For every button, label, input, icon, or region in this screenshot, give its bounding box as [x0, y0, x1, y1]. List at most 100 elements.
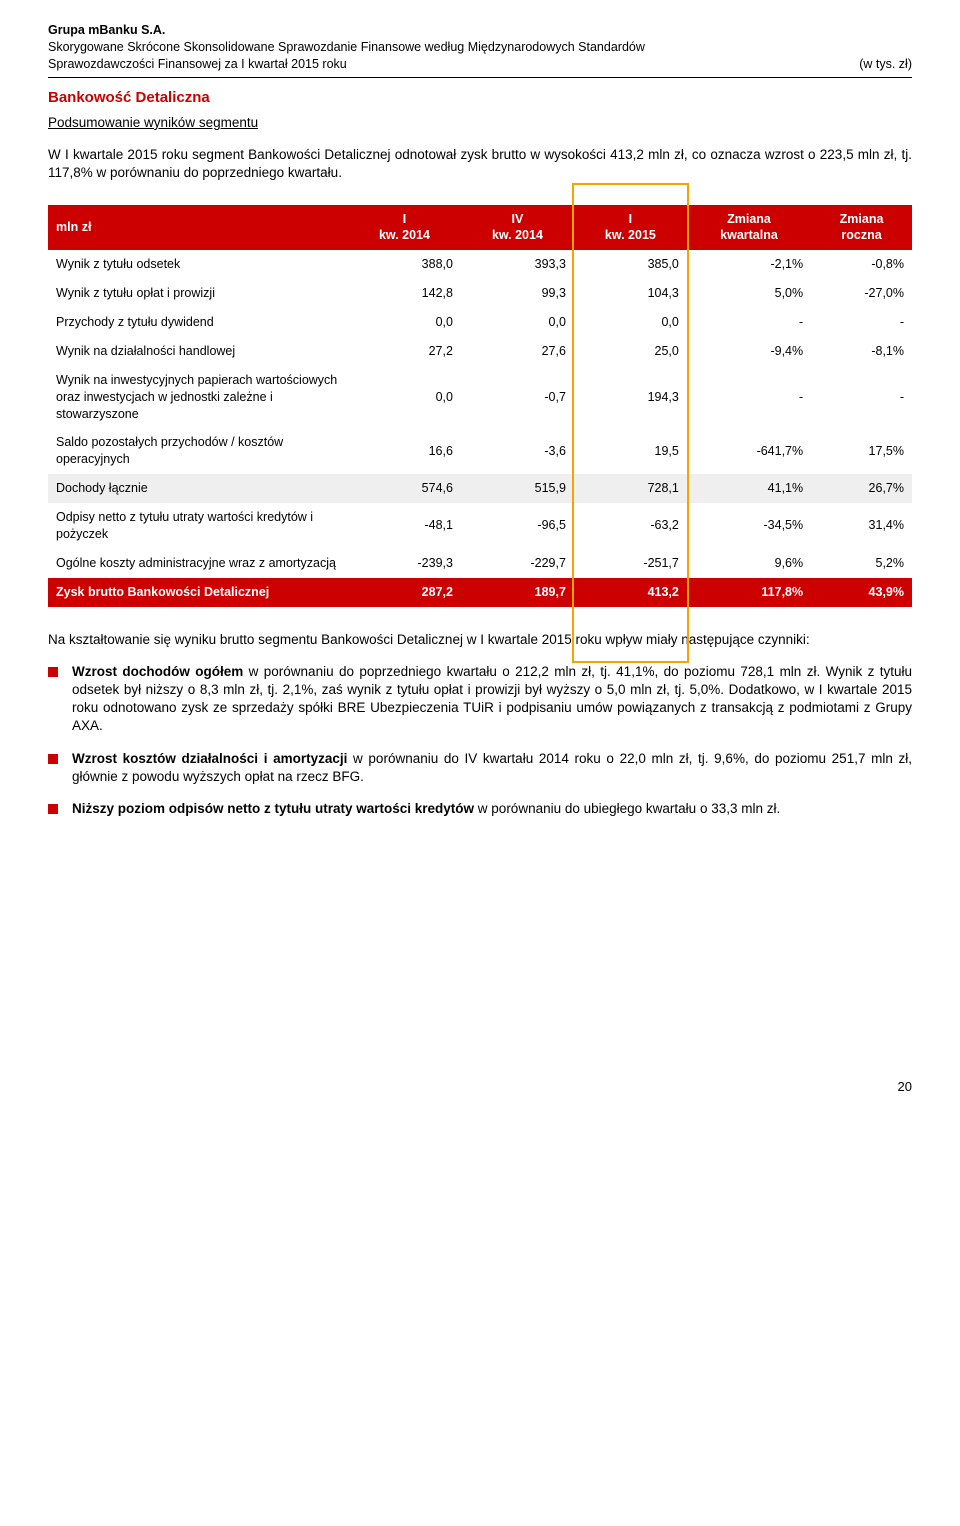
company-name: Grupa mBanku S.A. — [48, 22, 912, 39]
intro-paragraph: W I kwartale 2015 roku segment Bankowośc… — [48, 146, 912, 182]
table-row: Wynik z tytułu opłat i prowizji142,899,3… — [48, 279, 912, 308]
table-cell: 25,0 — [574, 337, 687, 366]
row-label: Odpisy netto z tytułu utraty wartości kr… — [48, 503, 348, 549]
commentary-lead: Na kształtowanie się wyniku brutto segme… — [48, 631, 912, 649]
table-cell: -641,7% — [687, 428, 811, 474]
table-row: Ogólne koszty administracyjne wraz z amo… — [48, 549, 912, 578]
table-cell: 26,7% — [811, 474, 912, 503]
table-cell: 728,1 — [574, 474, 687, 503]
table-cell: -0,8% — [811, 250, 912, 279]
table-cell: -96,5 — [461, 503, 574, 549]
table-row: Wynik na inwestycyjnych papierach wartoś… — [48, 366, 912, 429]
results-table: mln zł Ikw. 2014 IVkw. 2014 Ikw. 2015 Zm… — [48, 205, 912, 607]
table-header-row: mln zł Ikw. 2014 IVkw. 2014 Ikw. 2015 Zm… — [48, 205, 912, 251]
table-cell: 287,2 — [348, 578, 461, 607]
table-cell: 515,9 — [461, 474, 574, 503]
table-cell: -27,0% — [811, 279, 912, 308]
table-cell: -0,7 — [461, 366, 574, 429]
table-cell: - — [811, 366, 912, 429]
row-label: Wynik z tytułu opłat i prowizji — [48, 279, 348, 308]
table-cell: 0,0 — [461, 308, 574, 337]
table-cell: 17,5% — [811, 428, 912, 474]
header-line-3-right: (w tys. zł) — [859, 56, 912, 73]
table-row: Wynik z tytułu odsetek388,0393,3385,0-2,… — [48, 250, 912, 279]
table-cell: 27,6 — [461, 337, 574, 366]
section-subtitle: Podsumowanie wyników segmentu — [48, 114, 912, 132]
col-header-4: Zmianaroczna — [811, 205, 912, 251]
table-cell: 16,6 — [348, 428, 461, 474]
row-label: Ogólne koszty administracyjne wraz z amo… — [48, 549, 348, 578]
table-cell: -3,6 — [461, 428, 574, 474]
table-cell: - — [687, 308, 811, 337]
bullet-item: Niższy poziom odpisów netto z tytułu utr… — [48, 800, 912, 818]
commentary-block: Na kształtowanie się wyniku brutto segme… — [48, 631, 912, 819]
col-header-2: Ikw. 2015 — [574, 205, 687, 251]
table-cell: 189,7 — [461, 578, 574, 607]
header-line-2: Skorygowane Skrócone Skonsolidowane Spra… — [48, 39, 912, 56]
header-divider — [48, 77, 912, 78]
bullet-text: Niższy poziom odpisów netto z tytułu utr… — [72, 801, 780, 816]
row-label: Dochody łącznie — [48, 474, 348, 503]
header-line-3-left: Sprawozdawczości Finansowej za I kwartał… — [48, 56, 347, 73]
table-row: Dochody łącznie574,6515,9728,141,1%26,7% — [48, 474, 912, 503]
bullet-text: Wzrost dochodów ogółem w porównaniu do p… — [72, 664, 912, 734]
table-cell: 117,8% — [687, 578, 811, 607]
table-cell: 43,9% — [811, 578, 912, 607]
table-cell: 0,0 — [574, 308, 687, 337]
document-header: Grupa mBanku S.A. Skorygowane Skrócone S… — [48, 22, 912, 73]
table-row: Wynik na działalności handlowej27,227,62… — [48, 337, 912, 366]
table-cell: -2,1% — [687, 250, 811, 279]
table-cell: 104,3 — [574, 279, 687, 308]
table-cell: 99,3 — [461, 279, 574, 308]
table-cell: -239,3 — [348, 549, 461, 578]
results-table-wrap: mln zł Ikw. 2014 IVkw. 2014 Ikw. 2015 Zm… — [48, 205, 912, 607]
table-row: Saldo pozostałych przychodów / kosztów o… — [48, 428, 912, 474]
row-label: Wynik na działalności handlowej — [48, 337, 348, 366]
col-header-0: Ikw. 2014 — [348, 205, 461, 251]
bullet-square-icon — [48, 754, 58, 764]
col-header-3: Zmianakwartalna — [687, 205, 811, 251]
table-cell: 413,2 — [574, 578, 687, 607]
table-total-row: Zysk brutto Bankowości Detalicznej287,21… — [48, 578, 912, 607]
table-cell: 388,0 — [348, 250, 461, 279]
table-cell: 385,0 — [574, 250, 687, 279]
table-row: Odpisy netto z tytułu utraty wartości kr… — [48, 503, 912, 549]
row-label: Przychody z tytułu dywidend — [48, 308, 348, 337]
table-cell: 0,0 — [348, 308, 461, 337]
row-label: Wynik z tytułu odsetek — [48, 250, 348, 279]
bullet-square-icon — [48, 667, 58, 677]
table-cell: - — [811, 308, 912, 337]
row-label: Wynik na inwestycyjnych papierach wartoś… — [48, 366, 348, 429]
commentary-bullets: Wzrost dochodów ogółem w porównaniu do p… — [48, 663, 912, 819]
table-cell: 194,3 — [574, 366, 687, 429]
bullet-item: Wzrost kosztów działalności i amortyzacj… — [48, 750, 912, 786]
table-cell: -229,7 — [461, 549, 574, 578]
section-title: Bankowość Detaliczna — [48, 88, 912, 108]
table-cell: 9,6% — [687, 549, 811, 578]
table-unit-header: mln zł — [48, 205, 348, 251]
table-cell: -34,5% — [687, 503, 811, 549]
bullet-text: Wzrost kosztów działalności i amortyzacj… — [72, 751, 912, 784]
table-cell: -63,2 — [574, 503, 687, 549]
table-cell: 31,4% — [811, 503, 912, 549]
table-cell: -251,7 — [574, 549, 687, 578]
table-cell: - — [687, 366, 811, 429]
table-cell: 142,8 — [348, 279, 461, 308]
table-cell: 5,2% — [811, 549, 912, 578]
table-cell: -48,1 — [348, 503, 461, 549]
table-cell: -8,1% — [811, 337, 912, 366]
table-cell: 19,5 — [574, 428, 687, 474]
table-cell: -9,4% — [687, 337, 811, 366]
table-cell: 393,3 — [461, 250, 574, 279]
table-row: Przychody z tytułu dywidend0,00,00,0-- — [48, 308, 912, 337]
bullet-square-icon — [48, 804, 58, 814]
row-label: Zysk brutto Bankowości Detalicznej — [48, 578, 348, 607]
page-number: 20 — [48, 1078, 912, 1096]
table-cell: 27,2 — [348, 337, 461, 366]
table-cell: 5,0% — [687, 279, 811, 308]
table-cell: 574,6 — [348, 474, 461, 503]
header-line-3: Sprawozdawczości Finansowej za I kwartał… — [48, 56, 912, 73]
col-header-1: IVkw. 2014 — [461, 205, 574, 251]
table-cell: 0,0 — [348, 366, 461, 429]
bullet-item: Wzrost dochodów ogółem w porównaniu do p… — [48, 663, 912, 736]
